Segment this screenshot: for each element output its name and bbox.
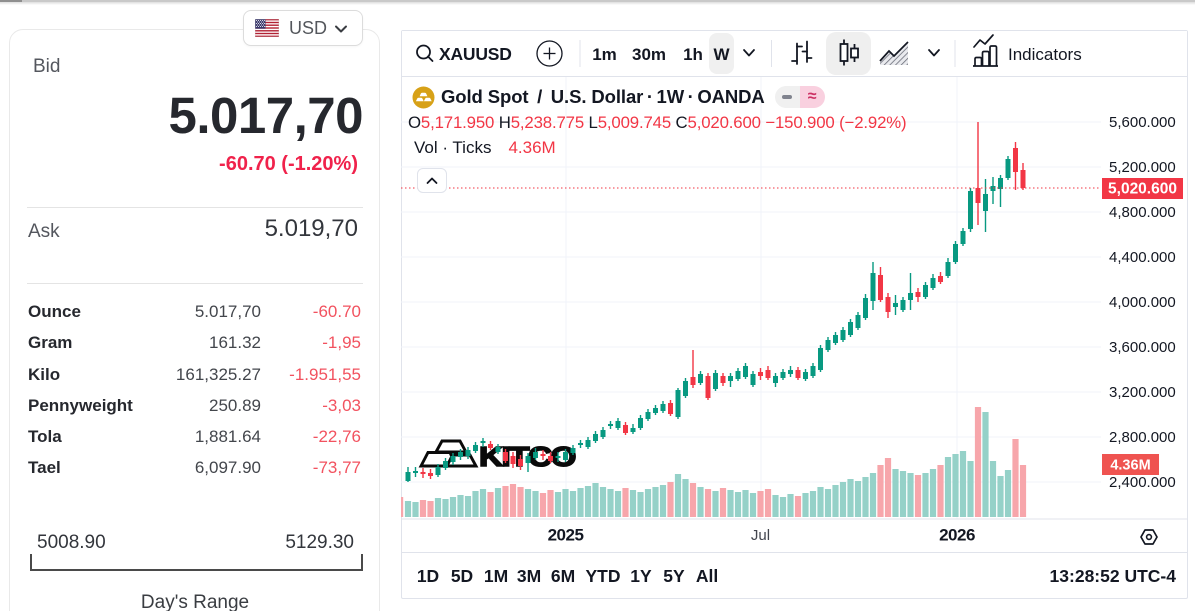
svg-text:30m: 30m (632, 45, 666, 64)
svg-text:5,600.000: 5,600.000 (1109, 114, 1176, 131)
svg-text:1m: 1m (592, 45, 617, 64)
svg-text:2,800.000: 2,800.000 (1109, 429, 1176, 446)
svg-text:Indicators: Indicators (1008, 45, 1082, 64)
svg-text:3,600.000: 3,600.000 (1109, 339, 1176, 356)
svg-text:5,020.600: 5,020.600 (1108, 181, 1177, 198)
svg-text:3,200.000: 3,200.000 (1109, 384, 1176, 401)
svg-text:5,200.000: 5,200.000 (1109, 159, 1176, 176)
svg-text:W: W (713, 45, 730, 64)
svg-text:2026: 2026 (939, 526, 975, 545)
svg-text:2,400.000: 2,400.000 (1109, 474, 1176, 491)
svg-text:4,800.000: 4,800.000 (1109, 204, 1176, 221)
svg-text:4,400.000: 4,400.000 (1109, 249, 1176, 266)
svg-text:1h: 1h (683, 45, 703, 64)
svg-text:XAUUSD: XAUUSD (439, 44, 512, 64)
svg-text:2025: 2025 (548, 526, 584, 545)
svg-text:Jul: Jul (751, 527, 770, 544)
svg-text:4.36M: 4.36M (1110, 458, 1150, 474)
svg-text:4,000.000: 4,000.000 (1109, 294, 1176, 311)
